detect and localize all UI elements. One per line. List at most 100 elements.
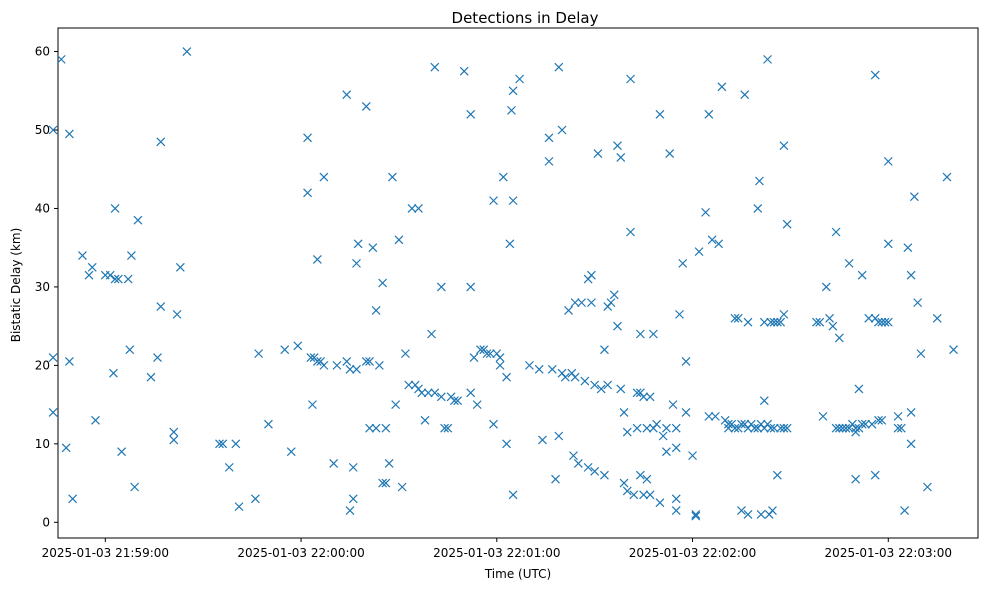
data-point — [87, 262, 97, 272]
data-point — [642, 474, 652, 484]
data-point — [427, 329, 436, 339]
data-point — [524, 360, 534, 370]
data-point — [586, 270, 596, 280]
data-point — [508, 196, 518, 206]
data-point — [352, 258, 361, 268]
data-point — [430, 62, 440, 72]
data-point — [821, 282, 831, 292]
data-point — [841, 423, 851, 433]
data-point — [440, 423, 450, 433]
data-point — [782, 423, 792, 433]
data-point — [635, 470, 645, 480]
data-point — [903, 243, 913, 253]
data-point — [893, 411, 903, 421]
data-point — [466, 282, 476, 292]
data-point — [815, 317, 825, 327]
data-point — [769, 423, 779, 433]
data-point — [64, 129, 74, 139]
x-axis: 2025-01-03 21:59:00 2025-01-03 22:00:00 20… — [42, 538, 952, 560]
data-point — [834, 423, 844, 433]
data-point — [655, 498, 665, 508]
data-point — [231, 439, 241, 449]
data-point — [430, 388, 440, 398]
data-point — [534, 364, 544, 374]
data-point — [600, 470, 609, 480]
x-tick-label: 2025-01-03 22:03:00 — [825, 546, 952, 560]
data-point — [544, 156, 554, 166]
data-point — [312, 255, 322, 264]
data-point — [449, 396, 459, 406]
data-point — [772, 470, 782, 480]
data-point — [215, 439, 224, 449]
data-point — [662, 447, 671, 457]
data-point — [48, 125, 58, 135]
data-point — [453, 396, 463, 406]
data-point — [498, 172, 508, 182]
plot-frame — [57, 27, 979, 539]
data-point — [169, 435, 179, 445]
data-point — [754, 176, 764, 186]
data-point — [564, 306, 573, 315]
data-point — [769, 317, 779, 327]
data-point — [342, 90, 352, 100]
data-point — [508, 86, 518, 96]
data-point — [675, 309, 684, 319]
data-point — [909, 192, 919, 202]
data-point — [704, 411, 714, 421]
data-point — [768, 506, 777, 515]
data-point — [681, 357, 691, 366]
data-point — [577, 298, 587, 308]
data-point — [632, 423, 642, 433]
data-point — [900, 506, 910, 515]
data-point — [293, 341, 303, 351]
data-point — [110, 204, 120, 213]
data-point — [688, 451, 697, 461]
data-point — [632, 388, 642, 398]
data-point — [348, 494, 358, 504]
y-tick-label: 20 — [35, 358, 50, 372]
data-point — [507, 105, 516, 115]
data-point — [348, 462, 358, 472]
data-point — [818, 411, 828, 421]
data-point — [857, 270, 867, 280]
data-point — [906, 439, 916, 449]
data-point — [394, 235, 404, 245]
data-point — [655, 109, 665, 119]
data-point — [250, 494, 260, 504]
y-tick-label: 40 — [35, 201, 50, 215]
data-point — [740, 90, 750, 100]
data-point — [91, 415, 100, 425]
data-point — [515, 74, 525, 84]
data-point — [123, 274, 133, 284]
data-point — [218, 439, 228, 449]
data-point — [743, 510, 753, 519]
data-point — [906, 270, 916, 280]
data-point — [407, 204, 417, 213]
data-point — [56, 54, 66, 64]
x-axis-label: Time (UTC) — [484, 567, 551, 581]
data-point — [949, 345, 958, 355]
data-point — [378, 278, 388, 288]
data-point — [345, 364, 355, 374]
data-point — [371, 423, 381, 433]
data-point — [834, 333, 844, 343]
data-point — [156, 302, 166, 311]
data-point — [671, 443, 681, 453]
data-point — [622, 427, 632, 437]
y-axis: 0 10 20 30 40 50 60 — [35, 45, 58, 529]
data-point — [48, 353, 58, 362]
data-point — [916, 349, 926, 359]
data-point — [146, 372, 156, 382]
data-point — [626, 227, 635, 237]
data-point — [724, 419, 733, 429]
y-tick-label: 30 — [35, 280, 50, 294]
data-point — [303, 133, 312, 143]
data-point — [831, 423, 841, 433]
data-point — [613, 321, 622, 331]
data-point — [130, 482, 140, 492]
data-point — [423, 388, 433, 398]
data-point — [694, 247, 704, 257]
data-point — [560, 372, 570, 382]
data-point — [264, 419, 273, 429]
data-point — [569, 451, 578, 461]
